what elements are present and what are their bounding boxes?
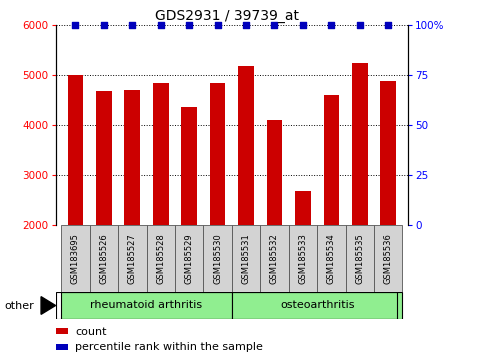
Bar xyxy=(260,225,289,292)
Text: GSM185527: GSM185527 xyxy=(128,233,137,284)
Point xyxy=(384,22,392,28)
Bar xyxy=(61,292,232,319)
Bar xyxy=(203,225,232,292)
Bar xyxy=(317,225,345,292)
Text: GSM185526: GSM185526 xyxy=(99,233,108,284)
Text: percentile rank within the sample: percentile rank within the sample xyxy=(75,342,263,353)
Bar xyxy=(68,75,83,225)
Bar xyxy=(61,225,90,292)
Bar xyxy=(182,107,197,225)
Point xyxy=(71,22,79,28)
Text: GSM185528: GSM185528 xyxy=(156,233,165,284)
Text: GSM183695: GSM183695 xyxy=(71,233,80,284)
Bar xyxy=(374,225,402,292)
Bar xyxy=(232,292,402,319)
Bar xyxy=(56,344,68,350)
Bar xyxy=(295,191,311,225)
Bar xyxy=(289,225,317,292)
Bar xyxy=(118,225,146,292)
Text: GSM185536: GSM185536 xyxy=(384,233,393,284)
Bar xyxy=(125,90,140,225)
Bar xyxy=(175,225,203,292)
Bar xyxy=(153,83,169,225)
Text: other: other xyxy=(5,301,35,310)
Bar xyxy=(96,91,112,225)
Bar xyxy=(267,120,282,225)
Text: GSM185533: GSM185533 xyxy=(298,233,307,284)
Point xyxy=(270,22,278,28)
Point xyxy=(100,22,108,28)
Bar xyxy=(56,328,68,334)
Bar xyxy=(324,95,339,225)
Point xyxy=(356,22,364,28)
Point xyxy=(327,22,335,28)
Text: GSM185531: GSM185531 xyxy=(242,233,251,284)
Text: GSM185530: GSM185530 xyxy=(213,233,222,284)
Point xyxy=(128,22,136,28)
Text: GSM185529: GSM185529 xyxy=(185,233,194,284)
Point xyxy=(242,22,250,28)
Bar xyxy=(352,63,368,225)
Point xyxy=(185,22,193,28)
Text: rheumatoid arthritis: rheumatoid arthritis xyxy=(90,300,202,310)
Bar xyxy=(232,225,260,292)
Bar xyxy=(238,66,254,225)
Bar xyxy=(90,225,118,292)
Bar xyxy=(146,225,175,292)
Point xyxy=(157,22,165,28)
Bar xyxy=(210,83,226,225)
Bar xyxy=(345,225,374,292)
Text: GSM185534: GSM185534 xyxy=(327,233,336,284)
Bar xyxy=(381,81,396,225)
Point xyxy=(214,22,222,28)
Text: GDS2931 / 39739_at: GDS2931 / 39739_at xyxy=(155,9,299,23)
Point xyxy=(299,22,307,28)
Text: osteoarthritis: osteoarthritis xyxy=(280,300,355,310)
Text: GSM185535: GSM185535 xyxy=(355,233,364,284)
Text: count: count xyxy=(75,326,106,337)
Text: GSM185532: GSM185532 xyxy=(270,233,279,284)
